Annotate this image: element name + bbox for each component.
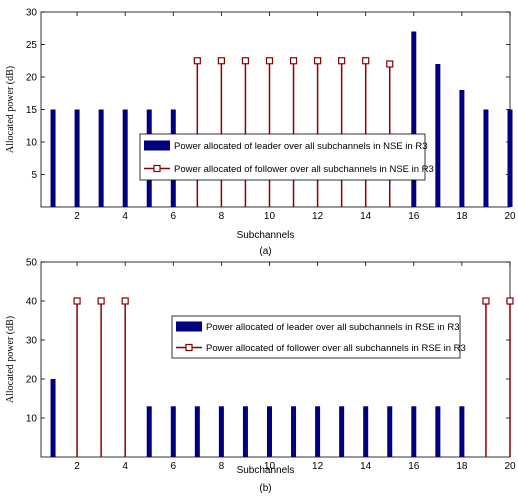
bar <box>242 406 248 457</box>
y-tick-label: 10 <box>26 138 38 149</box>
bar <box>435 406 441 457</box>
y-tick-label: 40 <box>26 297 38 308</box>
stem-marker <box>338 57 346 65</box>
bar <box>122 109 128 207</box>
legend-box <box>171 315 461 359</box>
bar <box>339 406 345 457</box>
x-tick-label: 6 <box>171 461 177 472</box>
y-axis-label: Allocated power (dB) <box>5 66 16 153</box>
chart-panel-a: 5 10 15 20 25 30 2 4 6 8 10 12 14 16 18 20 Power allocat… <box>5 8 516 258</box>
legend-swatch-leader <box>144 140 170 151</box>
x-tick-label: 8 <box>219 461 225 472</box>
stem-marker <box>121 297 129 305</box>
bar <box>435 64 441 207</box>
bar <box>194 406 200 457</box>
bar <box>50 379 56 457</box>
stem-marker <box>97 297 105 305</box>
x-tick-label: 20 <box>504 461 516 472</box>
y-axis-label: Allocated power (dB) <box>5 316 16 403</box>
bar <box>459 90 465 207</box>
y-tick-label: 20 <box>26 73 38 84</box>
x-tick-label: 6 <box>171 211 177 222</box>
stem-marker <box>362 57 370 65</box>
bar <box>146 406 152 457</box>
stem-marker <box>265 57 274 65</box>
legend-entry: Power allocated of leader over all subch… <box>206 322 459 333</box>
stem-marker <box>193 57 201 65</box>
bar <box>411 406 417 457</box>
stem-marker <box>217 57 225 65</box>
bar <box>387 406 393 457</box>
y-tick-label: 30 <box>26 8 38 19</box>
y-tick-label: 20 <box>26 375 38 386</box>
x-tick-label: 12 <box>312 211 324 222</box>
x-tick-label: 2 <box>74 461 80 472</box>
x-tick-label: 2 <box>74 211 80 222</box>
x-tick-label: 4 <box>122 211 128 222</box>
y-tick-label: 25 <box>26 40 38 51</box>
stem-marker <box>386 60 394 68</box>
x-tick-label: 4 <box>122 461 128 472</box>
x-tick-label: 8 <box>219 211 225 222</box>
chart-caption: (b) <box>259 483 271 494</box>
bar <box>74 109 80 207</box>
y-tick-label: 50 <box>26 258 38 269</box>
chart-caption: (a) <box>259 246 271 257</box>
x-tick-label: 18 <box>456 211 468 222</box>
bar <box>411 31 417 207</box>
stem-marker <box>482 297 490 305</box>
x-tick-label: 16 <box>408 211 420 222</box>
bar <box>507 109 513 207</box>
legend-swatch-leader <box>176 321 202 332</box>
bar <box>98 109 104 207</box>
x-tick-label: 14 <box>360 211 372 222</box>
x-tick-label: 10 <box>264 461 276 472</box>
bar <box>218 406 224 457</box>
legend-entry: Power allocated of follower over all sub… <box>206 343 466 354</box>
stem-marker <box>289 57 298 65</box>
x-axis-label: Subchannels <box>237 465 295 476</box>
bar <box>170 406 176 457</box>
y-tick-label: 15 <box>26 105 38 116</box>
stem-marker <box>506 297 514 305</box>
legend-marker-follower <box>185 343 193 352</box>
y-tick-label: 30 <box>26 336 38 347</box>
x-tick-label: 12 <box>312 461 324 472</box>
stem-marker <box>73 297 81 305</box>
chart-panel-b: 10 20 30 40 50 2 4 6 8 10 12 14 16 18 20 Power allocate… <box>5 258 516 495</box>
x-tick-label: 14 <box>360 461 372 472</box>
bar <box>483 109 489 207</box>
legend-entry: Power allocated of follower over all sub… <box>174 164 434 175</box>
x-tick-label: 10 <box>264 211 276 222</box>
stem-marker <box>313 57 322 65</box>
bar <box>266 406 272 457</box>
bar <box>363 406 369 457</box>
bar <box>50 109 56 207</box>
legend-box <box>139 133 426 181</box>
bar <box>459 406 465 457</box>
x-tick-label: 18 <box>456 461 468 472</box>
bar <box>291 406 297 457</box>
x-tick-label: 20 <box>504 211 516 222</box>
y-tick-label: 5 <box>31 170 37 181</box>
bar <box>315 406 321 457</box>
y-tick-label: 10 <box>26 414 38 425</box>
legend-marker-follower <box>153 164 161 173</box>
x-axis-label: Subchannels <box>237 230 295 241</box>
stem-marker <box>241 57 250 65</box>
legend-entry: Power allocated of leader over all subch… <box>174 141 427 152</box>
x-tick-label: 16 <box>408 461 420 472</box>
